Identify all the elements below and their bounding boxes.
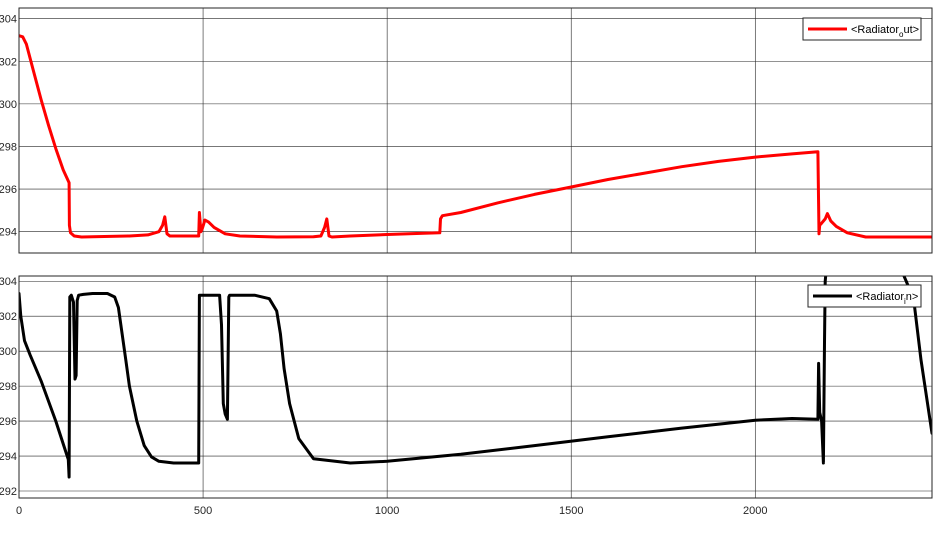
top-ytick-label-300: 300: [0, 99, 17, 111]
bottom-legend-label-sub: i: [904, 297, 906, 306]
top-grid: [19, 8, 932, 253]
top-legend-label: <Radiatorout>: [851, 24, 919, 39]
bottom-ytick-label-302: 302: [0, 311, 17, 323]
bottom-ytick-label-300: 300: [0, 346, 17, 358]
top-ytick-label-296: 296: [0, 184, 17, 196]
bottom-ytick-label-298: 298: [0, 381, 17, 393]
bottom-ytick-label-292: 292: [0, 486, 17, 498]
bottom-plot-clip: [19, 276, 932, 479]
top-legend-label-sub: o: [899, 30, 904, 39]
bottom-ytick-label-304: 304: [0, 276, 17, 288]
top-ytick-label-298: 298: [0, 141, 17, 153]
top-legend-label-main: <Radiator: [851, 24, 899, 36]
bottom-legend-box: [807, 284, 922, 308]
bottom-xtick-label-2000: 2000: [743, 505, 767, 517]
bottom-ytick-label-296: 296: [0, 416, 17, 428]
bottom-tick-labels: 292 294 296 298 300 302 304 0 500 1000 1500 2000: [0, 276, 768, 517]
top-plot-area: [19, 8, 932, 253]
top-plot-clip: [19, 34, 932, 239]
top-legend-box: [802, 17, 922, 41]
bottom-plot-border: [18, 275, 933, 499]
bottom-xtick-label-500: 500: [194, 505, 212, 517]
top-panel: 294 296 298 300 302 304 <Radiatorout>: [0, 7, 933, 254]
bottom-xtick-label-1500: 1500: [559, 505, 583, 517]
top-legend: <Radiatorout>: [802, 17, 922, 41]
top-tick-labels: 294 296 298 300 302 304: [0, 14, 17, 239]
top-ytick-label-294: 294: [0, 227, 17, 239]
top-plot-border: [18, 7, 933, 254]
series-line-radiator-in: [19, 276, 932, 479]
bottom-legend-label-main: <Radiator: [856, 291, 904, 303]
bottom-plot-area: [19, 276, 932, 498]
bottom-xtick-label-0: 0: [16, 505, 22, 517]
top-ytick-label-304: 304: [0, 14, 17, 26]
bottom-legend-label-tail: n>: [906, 291, 919, 303]
bottom-xtick-label-1000: 1000: [375, 505, 399, 517]
top-ytick-label-302: 302: [0, 56, 17, 68]
series-line-radiator-out: [19, 34, 932, 239]
bottom-legend: <Radiatorin>: [807, 284, 922, 308]
bottom-legend-label: <Radiatorin>: [856, 291, 918, 306]
top-legend-label-tail: ut>: [903, 24, 919, 36]
bottom-ytick-label-294: 294: [0, 451, 17, 463]
bottom-panel: 292 294 296 298 300 302 304 0 500 1000 1500 2000 <R…: [0, 275, 933, 517]
